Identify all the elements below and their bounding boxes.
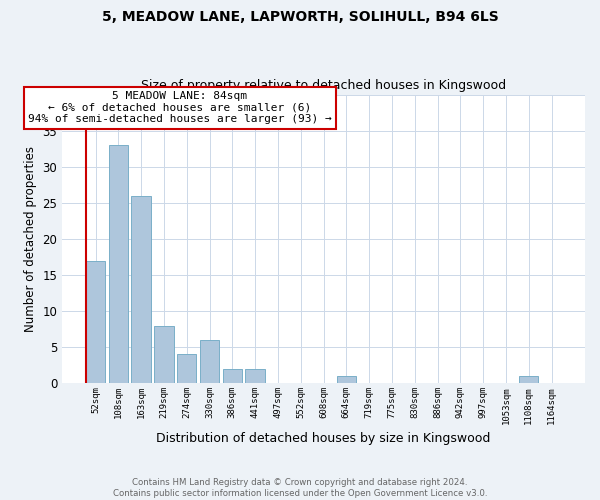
Bar — [109, 145, 128, 384]
Text: Contains HM Land Registry data © Crown copyright and database right 2024.
Contai: Contains HM Land Registry data © Crown c… — [113, 478, 487, 498]
Bar — [177, 354, 196, 384]
Bar — [519, 376, 538, 384]
Bar — [154, 326, 173, 384]
Text: 5 MEADOW LANE: 84sqm
← 6% of detached houses are smaller (6)
94% of semi-detache: 5 MEADOW LANE: 84sqm ← 6% of detached ho… — [28, 91, 332, 124]
Bar — [200, 340, 219, 384]
Text: 5, MEADOW LANE, LAPWORTH, SOLIHULL, B94 6LS: 5, MEADOW LANE, LAPWORTH, SOLIHULL, B94 … — [101, 10, 499, 24]
Bar — [223, 369, 242, 384]
Bar — [245, 369, 265, 384]
Bar — [86, 260, 105, 384]
X-axis label: Distribution of detached houses by size in Kingswood: Distribution of detached houses by size … — [157, 432, 491, 445]
Bar — [337, 376, 356, 384]
Y-axis label: Number of detached properties: Number of detached properties — [24, 146, 37, 332]
Title: Size of property relative to detached houses in Kingswood: Size of property relative to detached ho… — [141, 79, 506, 92]
Bar — [131, 196, 151, 384]
